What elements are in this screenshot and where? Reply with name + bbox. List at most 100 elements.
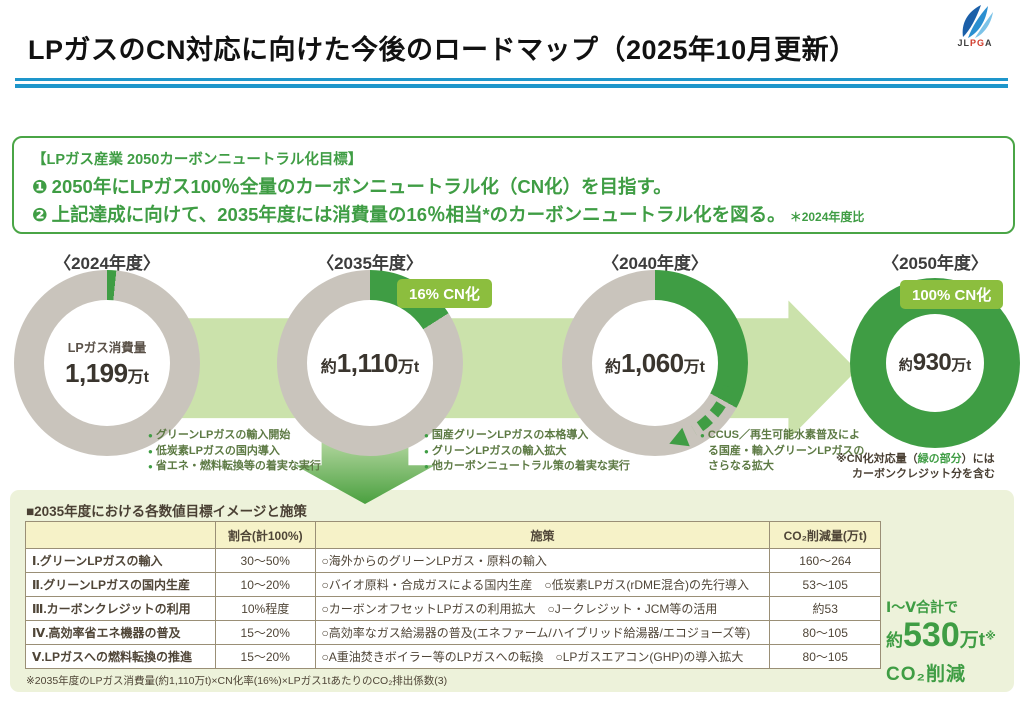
row-co2: 80～105 xyxy=(769,644,881,669)
bullet-icon: ● xyxy=(424,431,429,440)
list-item: ● 低炭素LPガスの国内導入 xyxy=(148,444,368,460)
value-number: 1,110 xyxy=(336,347,399,378)
goal-heading: 【LPガス産業 2050カーボンニュートラル化目標】 xyxy=(32,152,363,168)
value-unit: 万t xyxy=(127,369,149,386)
goal-item-2-note: ＊2024年度比 xyxy=(789,210,865,224)
list-item-text: 低炭素LPガスの国内導入 xyxy=(155,444,280,457)
donut-hole: 約1,110万t xyxy=(307,300,433,426)
value-unit: 万t xyxy=(951,357,972,374)
list-item-text: グリーンLPガスの輸入拡大 xyxy=(431,444,567,457)
value-prefix: 約 xyxy=(320,358,337,376)
year-label-2024: 〈2024年度〉 xyxy=(54,254,160,273)
value-prefix: 約 xyxy=(898,357,913,373)
list-item-text: 他カーボンニュートラル策の着実な実行 xyxy=(431,460,630,472)
bullet-icon: ● xyxy=(700,431,705,440)
row-ratio: 30～50% xyxy=(214,548,316,573)
goal-item-2-text: 上記達成に向けて、2035年度には消費量の16％相当*のカーボンニュートラル化を… xyxy=(51,204,786,225)
cn-badge-2035: 16% CN化 xyxy=(397,279,492,308)
goal-box: 【LPガス産業 2050カーボンニュートラル化目標】 ❶ 2050年にLPガス10… xyxy=(12,136,1015,234)
table-row: Ⅱ.グリーンLPガスの国内生産 10～20% ○バイオ原料・合成ガスによる国内生… xyxy=(25,572,881,597)
summary-number: 530 xyxy=(903,616,960,654)
list-item: ● 国産グリーンLPガスの本格導入 xyxy=(424,428,694,444)
list-item-text: 国産グリーンLPガスの本格導入 xyxy=(431,429,589,441)
donut-center-value: 約1,110万t xyxy=(321,348,420,379)
table-row: Ⅲ.カーボンクレジットの利用 10%程度 ○カーボンオフセットLPガスの利用拡大… xyxy=(25,596,881,621)
table-header-row: 割合(計100%) 施策 CO₂削減量(万t) xyxy=(25,521,881,549)
donut-hole: 約1,060万t xyxy=(592,300,718,426)
table-row: Ⅳ.高効率省エネ機器の普及 15～20% ○高効率なガス給湯器の普及(エネファー… xyxy=(25,620,881,645)
row-label: Ⅰ.グリーンLPガスの輸入 xyxy=(25,548,216,573)
bullet-icon: ● xyxy=(148,446,153,456)
cn-note: ※CN化対応量（緑の部分）には カーボンクレジット分を含む xyxy=(836,452,1022,482)
cn-note-pre: ※CN化対応量（ xyxy=(836,453,918,465)
donut-chart-2040: 約1,060万t xyxy=(562,270,748,456)
logo-text: JLPGA xyxy=(938,38,1012,48)
row-label: Ⅳ.高効率省エネ機器の普及 xyxy=(25,620,216,645)
bullet-icon: ● xyxy=(148,431,153,440)
year-label-2050: 〈2050年度〉 xyxy=(882,254,988,273)
summary-line3: CO₂削減 xyxy=(886,664,966,685)
logo-text-part1: JL xyxy=(957,38,970,48)
summary-ref-mark: ※ xyxy=(985,630,996,643)
header-policy: 施策 xyxy=(314,521,771,549)
list-item: ● 省エネ・燃料転換等の着実な実行 xyxy=(148,459,368,475)
row-policy: ○バイオ原料・合成ガスによる国内生産 ○低炭素LPガス(rDME混合)の先行導入 xyxy=(314,572,771,597)
row-policy: ○A重油焚きボイラー等のLPガスへの転換 ○LPガスエアコン(GHP)の導入拡大 xyxy=(314,644,771,669)
row-co2: 約53 xyxy=(769,596,881,621)
bullet-icon: ● xyxy=(424,462,429,471)
summary-prefix: 約 xyxy=(886,631,903,650)
list-item: ● グリーンLPガスの輸入開始 xyxy=(148,428,368,444)
summary-unit: 万t xyxy=(959,630,986,651)
row-ratio: 15～20% xyxy=(214,644,316,669)
row-ratio: 10～20% xyxy=(214,572,316,597)
donut-center-value: 約930万t xyxy=(899,349,972,377)
list-item: ● 他カーボンニュートラル策の着実な実行 xyxy=(424,459,694,475)
co2-summary: Ⅰ～Ⅴ合計で 約530万t※ CO₂削減 xyxy=(886,597,996,686)
targets-table: 割合(計100%) 施策 CO₂削減量(万t) Ⅰ.グリーンLPガスの輸入 30… xyxy=(25,521,881,669)
donut-hole: LPガス消費量 1,199万t xyxy=(44,300,170,426)
row-co2: 53～105 xyxy=(769,572,881,597)
summary-value: 約530万t※ xyxy=(886,618,996,659)
summary-line1: Ⅰ～Ⅴ合計で xyxy=(886,599,959,615)
row-ratio: 15～20% xyxy=(214,620,316,645)
section-title: ■2035年度における各数値目標イメージと施策 xyxy=(26,504,307,519)
value-number: 1,060 xyxy=(621,347,684,378)
cn-note-line2: カーボンクレジット分を含む xyxy=(852,468,995,480)
list-item: ● グリーンLPガスの輸入拡大 xyxy=(424,444,694,460)
goal-item-2: ❷ 上記達成に向けて、2035年度には消費量の16％相当*のカーボンニュートラル化… xyxy=(32,201,995,231)
header-item xyxy=(25,521,216,549)
row-policy: ○高効率なガス給湯器の普及(エネファーム/ハイブリッド給湯器/エコジョーズ等) xyxy=(314,620,771,645)
goal-item-1-text: 2050年にLPガス100％全量のカーボンニュートラル化（CN化）を目指す。 xyxy=(51,176,672,197)
bullet-list-2040: ● CCUS／再生可能水素普及による国産・輸入グリーンLPガスのさらなる拡大 xyxy=(700,428,868,475)
value-unit: 万t xyxy=(683,358,705,376)
donut-center-value: 1,199万t xyxy=(65,358,149,389)
row-co2: 80～105 xyxy=(769,620,881,645)
circled-1-icon: ❶ xyxy=(32,176,48,197)
logo-text-part3: A xyxy=(985,38,993,48)
row-label: Ⅲ.カーボンクレジットの利用 xyxy=(25,596,216,621)
title-underline-top xyxy=(15,78,1008,81)
row-policy: ○海外からのグリーンLPガス・原料の輸入 xyxy=(314,548,771,573)
bullet-list-2024: ● グリーンLPガスの輸入開始 ● 低炭素LPガスの国内導入 ● 省エネ・燃料転換等の… xyxy=(148,428,368,475)
donut-chart-2024: LPガス消費量 1,199万t xyxy=(14,270,200,456)
title-underline-bottom xyxy=(15,84,1008,88)
table-row: Ⅴ.LPガスへの燃料転換の推進 15～20% ○A重油焚きボイラー等のLPガスへ… xyxy=(25,644,881,669)
circled-2-icon: ❷ xyxy=(32,204,48,225)
row-label: Ⅱ.グリーンLPガスの国内生産 xyxy=(25,572,216,597)
donut-center-label: LPガス消費量 xyxy=(67,341,147,355)
bullet-icon: ● xyxy=(424,446,429,456)
cn-badge-2050: 100% CN化 xyxy=(900,280,1004,309)
row-co2: 160～264 xyxy=(769,548,881,573)
logo-text-part2: PG xyxy=(970,38,986,48)
donut-center-value: 約1,060万t xyxy=(605,348,705,379)
value-prefix: 約 xyxy=(605,358,622,376)
bullet-list-2035: ● 国産グリーンLPガスの本格導入 ● グリーンLPガスの輸入拡大 ● 他カーボンニュ… xyxy=(424,428,694,475)
row-label: Ⅴ.LPガスへの燃料転換の推進 xyxy=(25,644,216,669)
list-item-text: CCUS／再生可能水素普及による国産・輸入グリーンLPガスのさらなる拡大 xyxy=(707,429,865,472)
year-label-2035: 〈2035年度〉 xyxy=(317,254,423,273)
page-title: LPガスのCN対応に向けた今後のロードマップ（2025年10月更新） xyxy=(28,35,857,65)
flame-icon xyxy=(962,5,993,38)
list-item-text: 省エネ・燃料転換等の着実な実行 xyxy=(155,460,321,472)
value-unit: 万t xyxy=(397,358,420,376)
